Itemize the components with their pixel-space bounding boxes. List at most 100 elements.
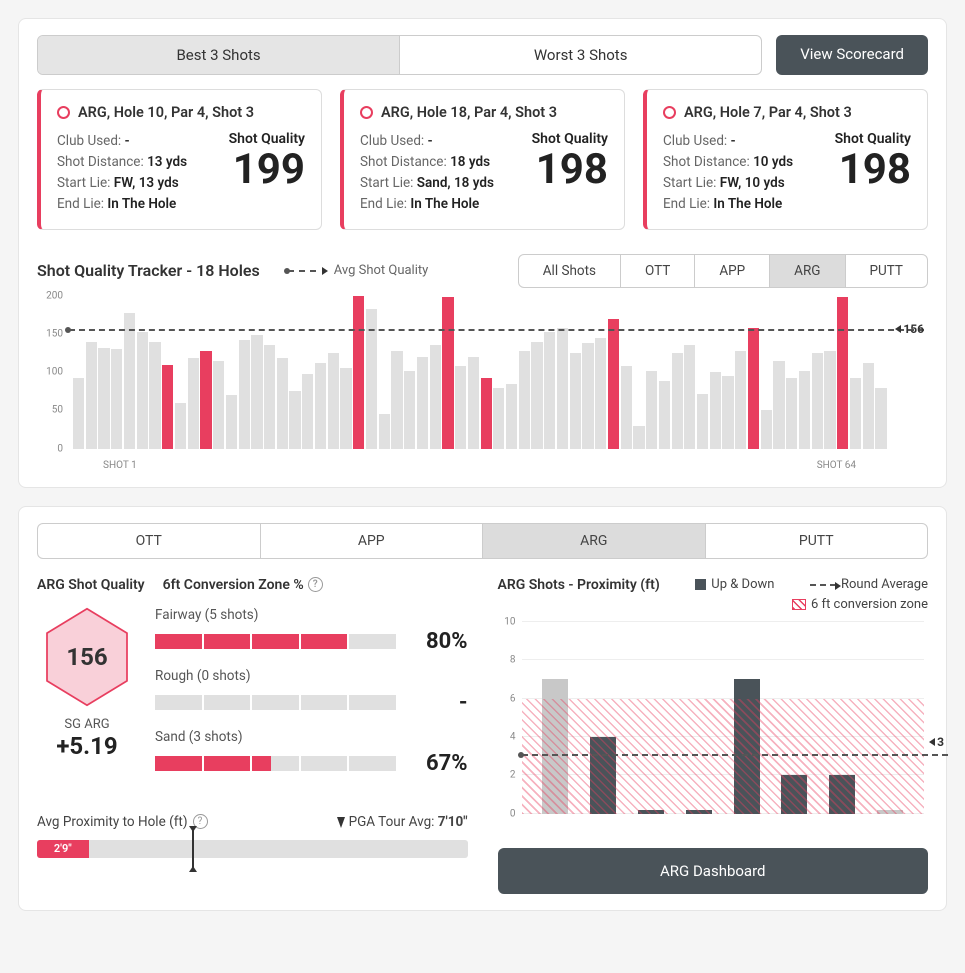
- filter-tab-ott[interactable]: OTT: [621, 255, 695, 287]
- shot-meta: Club Used: -Shot Distance: 18 ydsStart L…: [360, 131, 494, 215]
- tracker-bar: [289, 391, 300, 448]
- shot-card-title: ARG, Hole 10, Par 4, Shot 3: [78, 104, 254, 121]
- panel2-body: ARG Shot Quality 6ft Conversion Zone % ?…: [37, 577, 928, 894]
- tracker-bar: [404, 371, 415, 449]
- avg-legend-label: Avg Shot Quality: [334, 263, 429, 278]
- conversion-bar: [155, 634, 396, 649]
- tracker-header: Shot Quality Tracker - 18 Holes Avg Shot…: [37, 254, 928, 288]
- dash-icon: [810, 584, 836, 586]
- tracker-bar: [837, 297, 848, 448]
- conversion-label: Sand (3 shots): [155, 729, 468, 745]
- tracker-bar: [850, 378, 861, 448]
- shot-meta: Club Used: -Shot Distance: 10 ydsStart L…: [663, 131, 793, 215]
- tracker-bar: [582, 343, 593, 449]
- proximity-section: Avg Proximity to Hole (ft) ? PGA Tour Av…: [37, 814, 468, 858]
- tracker-bar: [697, 394, 708, 449]
- tab-ott[interactable]: OTT: [38, 524, 261, 558]
- tracker-bar: [391, 351, 402, 449]
- tracker-bar: [98, 348, 109, 449]
- filter-tab-app[interactable]: APP: [695, 255, 770, 287]
- proximity-avg-value: 3: [927, 735, 946, 749]
- tracker-bar: [442, 297, 453, 448]
- x-label-end: SHOT 64: [817, 460, 856, 471]
- hex-container: 156 SG ARG +5.19: [37, 607, 137, 760]
- tracker-bar: [149, 342, 160, 449]
- hex-and-bars-row: 156 SG ARG +5.19 Fairway (5 shots) 80% R…: [37, 607, 468, 790]
- conversion-bar: [155, 756, 396, 771]
- tracker-bar: [735, 351, 746, 449]
- tracker-bar: [544, 332, 555, 448]
- conversion-item: Fairway (5 shots) 80%: [155, 607, 468, 654]
- help-icon[interactable]: ?: [308, 577, 323, 592]
- tracker-bar: [748, 328, 759, 449]
- arg-detail-panel: OTTAPPARGPUTT ARG Shot Quality 6ft Conve…: [18, 506, 947, 911]
- tracker-bar: [506, 384, 517, 449]
- conversion-pct: -: [408, 690, 468, 715]
- arg-dashboard-button[interactable]: ARG Dashboard: [498, 848, 929, 894]
- tracker-bar: [773, 361, 784, 449]
- hex-value: 156: [66, 643, 107, 671]
- shot-card[interactable]: ARG, Hole 7, Par 4, Shot 3 Club Used: -S…: [643, 89, 928, 230]
- legend-zone: 6 ft conversion zone: [792, 597, 928, 612]
- arrow-left-icon: [322, 267, 328, 275]
- sg-label: SG ARG: [37, 717, 137, 732]
- legend-roundavg: Round Average: [810, 577, 928, 593]
- shots-segment-tabs: Best 3 Shots Worst 3 Shots: [37, 35, 762, 75]
- tracker-bar: [111, 349, 122, 448]
- tracker-bar: [684, 345, 695, 448]
- tracker-bar: [761, 410, 772, 448]
- dashed-line-icon: [288, 270, 316, 272]
- filter-tab-putt[interactable]: PUTT: [846, 255, 928, 287]
- conversion-zone: [522, 699, 925, 814]
- tracker-bar: [302, 374, 313, 449]
- arg-left-column: ARG Shot Quality 6ft Conversion Zone % ?…: [37, 577, 468, 894]
- tracker-bar: [379, 414, 390, 448]
- shot-card-title: ARG, Hole 7, Par 4, Shot 3: [684, 104, 852, 121]
- shot-card[interactable]: ARG, Hole 10, Par 4, Shot 3 Club Used: -…: [37, 89, 322, 230]
- marker-icon: [337, 817, 345, 828]
- sg-value: +5.19: [37, 732, 137, 760]
- filter-tab-arg[interactable]: ARG: [770, 255, 845, 287]
- tracker-bar: [417, 357, 428, 449]
- proximity-plot: 3: [522, 622, 925, 814]
- shot-card[interactable]: ARG, Hole 18, Par 4, Shot 3 Club Used: -…: [340, 89, 625, 230]
- tracker-bar: [200, 351, 211, 449]
- shot-quality-value: 198: [835, 147, 911, 193]
- tracker-bar: [340, 368, 351, 448]
- proximity-bar: 2'9": [37, 840, 468, 858]
- tracker-bar: [570, 353, 581, 449]
- tracker-bar: [264, 345, 275, 448]
- view-scorecard-button[interactable]: View Scorecard: [776, 35, 928, 75]
- tracker-bar: [863, 363, 874, 449]
- tracker-filter-tabs: All ShotsOTTAPPARGPUTT: [518, 254, 928, 288]
- tracker-bar: [162, 365, 173, 449]
- tracker-bar: [531, 342, 542, 449]
- conversion-item: Rough (0 shots) -: [155, 668, 468, 715]
- conversion-list: Fairway (5 shots) 80% Rough (0 shots) - …: [155, 607, 468, 790]
- tracker-bar: [519, 351, 530, 449]
- tracker-bar: [188, 358, 199, 448]
- tracker-bar: [608, 319, 619, 449]
- filter-tab-all-shots[interactable]: All Shots: [519, 255, 621, 287]
- tracker-bar: [277, 358, 288, 448]
- pga-marker: [192, 830, 194, 868]
- tab-arg[interactable]: ARG: [483, 524, 706, 558]
- tracker-bar: [328, 353, 339, 449]
- tab-app[interactable]: APP: [261, 524, 484, 558]
- category-tabs: OTTAPPARGPUTT: [37, 523, 928, 559]
- tracker-bar: [621, 366, 632, 449]
- arrow-left-icon: [895, 325, 901, 333]
- pga-value: 7'10": [438, 814, 468, 830]
- tracker-bar: [710, 372, 721, 449]
- tab-putt[interactable]: PUTT: [706, 524, 928, 558]
- avg-shot-quality-legend: Avg Shot Quality: [288, 263, 429, 278]
- tab-best-shots[interactable]: Best 3 Shots: [38, 36, 400, 74]
- tracker-bars: [73, 296, 886, 449]
- tracker-bar: [633, 426, 644, 449]
- tracker-bar: [557, 328, 568, 449]
- ring-icon: [360, 106, 373, 119]
- tab-worst-shots[interactable]: Worst 3 Shots: [400, 36, 761, 74]
- tracker-bar: [875, 388, 886, 449]
- tracker-bar: [213, 361, 224, 449]
- legend-updown: Up & Down: [695, 577, 774, 593]
